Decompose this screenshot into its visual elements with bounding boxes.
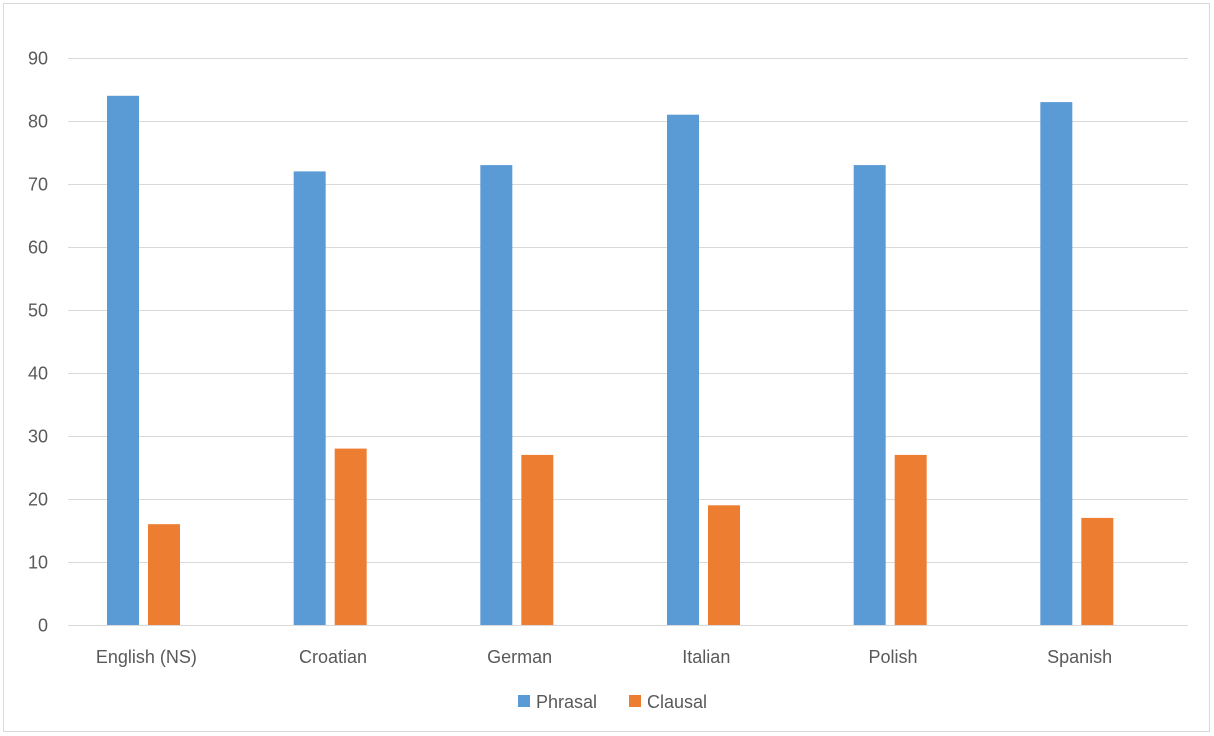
bar-phrasal-2: [480, 165, 513, 625]
y-tick-label: 80: [28, 112, 48, 132]
bar-clausal-1: [334, 448, 367, 625]
x-tick-label: Polish: [868, 647, 917, 667]
y-axis-tick-labels: 0 10 20 30 40 50 60 70 80 90: [28, 49, 48, 636]
gridlines: [68, 58, 1188, 563]
chart-frame: [3, 3, 1210, 732]
bar-phrasal-0: [107, 95, 139, 626]
legend: Phrasal Clausal: [518, 692, 707, 712]
bar-clausal-3: [708, 505, 740, 625]
bar-phrasal-1: [293, 171, 326, 625]
bar-phrasal-3: [667, 114, 699, 625]
x-tick-label: Spanish: [1047, 647, 1112, 667]
bars: [107, 95, 1114, 626]
y-tick-label: 10: [28, 553, 48, 573]
legend-label-clausal: Clausal: [647, 692, 707, 712]
y-tick-label: 20: [28, 490, 48, 510]
bar-phrasal-4: [853, 165, 886, 625]
legend-label-phrasal: Phrasal: [536, 692, 597, 712]
bar-clausal-2: [521, 454, 554, 625]
y-tick-label: 30: [28, 427, 48, 447]
y-tick-label: 40: [28, 364, 48, 384]
y-tick-label: 70: [28, 175, 48, 195]
y-tick-label: 60: [28, 238, 48, 258]
y-tick-label: 0: [38, 616, 48, 636]
y-tick-label: 50: [28, 301, 48, 321]
x-tick-label: Croatian: [299, 647, 367, 667]
y-tick-label: 90: [28, 49, 48, 69]
bar-clausal-4: [894, 454, 927, 625]
bar-phrasal-5: [1040, 102, 1073, 626]
x-axis-tick-labels: English (NS) Croatian German Italian Polish S…: [96, 647, 1112, 667]
x-tick-label: German: [487, 647, 552, 667]
x-tick-label: English (NS): [96, 647, 197, 667]
x-tick-label: Italian: [682, 647, 730, 667]
legend-swatch-clausal: [629, 695, 641, 707]
legend-swatch-phrasal: [518, 695, 530, 707]
bar-clausal-5: [1081, 517, 1114, 625]
bar-clausal-0: [148, 524, 180, 625]
